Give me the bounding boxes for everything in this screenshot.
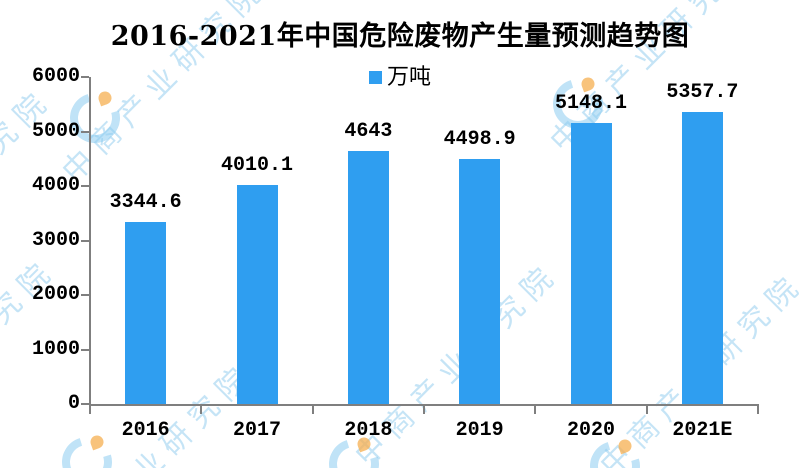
bar-2016: [125, 221, 167, 404]
x-tick: [200, 406, 203, 414]
x-axis-tick-label: 2016: [121, 419, 170, 442]
y-tick: [81, 403, 89, 405]
y-tick: [81, 239, 89, 242]
legend-swatch-icon: [368, 70, 382, 84]
x-tick: [534, 406, 537, 414]
bar-2017: [236, 185, 278, 404]
y-axis-tick-label: 4000: [31, 174, 80, 197]
y-axis-tick-label: 2000: [31, 283, 80, 306]
y-axis-tick-label: 6000: [31, 65, 80, 88]
y-axis-tick-label: 0: [67, 392, 80, 415]
x-axis-tick-label: 2019: [455, 419, 504, 442]
x-axis-tick-label: 2018: [344, 419, 393, 442]
legend-label: 万吨: [386, 64, 431, 89]
y-axis-tick-label: 1000: [31, 337, 80, 361]
bar-2021E: [681, 112, 723, 404]
bar-value-label: 3344.6: [109, 190, 182, 214]
bar-value-label: 5148.1: [554, 92, 627, 116]
bar-value-label: 4010.1: [220, 154, 293, 178]
y-tick: [81, 130, 89, 133]
x-axis-tick-label: 2020: [566, 419, 615, 442]
x-axis-line: [89, 404, 759, 406]
x-tick: [645, 406, 648, 414]
bar-value-label: 4643: [344, 119, 393, 143]
x-tick: [89, 406, 91, 414]
y-axis-tick-label: 5000: [31, 119, 80, 143]
x-tick: [311, 406, 314, 414]
x-axis-tick-label: 2017: [232, 419, 281, 442]
y-tick: [81, 348, 89, 351]
chart-title: 2016-2021年中国危险废物产生量预测趋势图: [110, 21, 690, 52]
y-axis-tick-label: 3000: [31, 228, 80, 252]
bar-value-label: 5357.7: [666, 81, 739, 104]
legend: 万吨: [0, 66, 800, 88]
bar-value-label: 4498.9: [443, 127, 516, 151]
y-tick: [81, 185, 89, 187]
x-tick: [423, 406, 425, 414]
bar-2018: [347, 150, 389, 404]
y-tick: [81, 294, 89, 296]
y-tick: [81, 76, 89, 78]
bar-2019: [459, 158, 501, 404]
x-tick: [757, 406, 759, 414]
y-axis-line: [89, 77, 91, 404]
bar-2020: [570, 123, 612, 404]
x-axis-tick-label: 2021E: [672, 419, 733, 442]
